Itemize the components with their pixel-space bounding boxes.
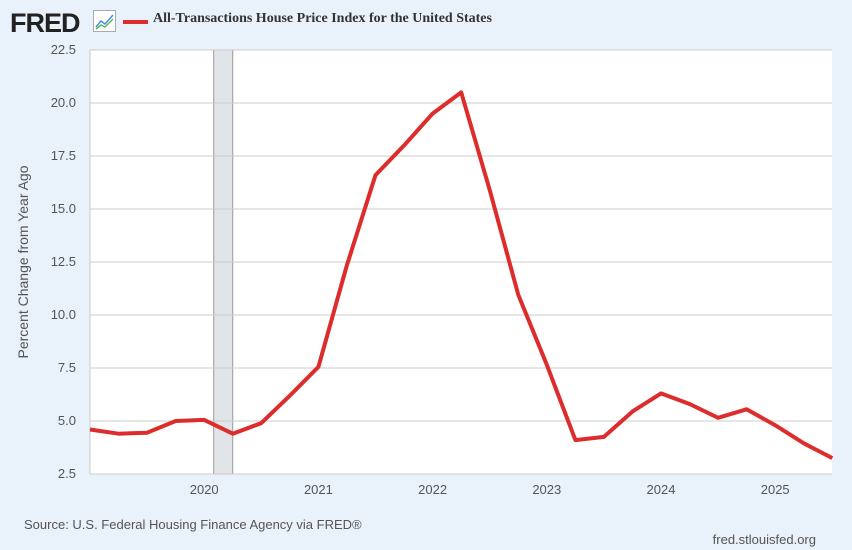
y-tick-label: 17.5 [51, 148, 76, 163]
fred-logo[interactable]: FRED [10, 8, 80, 38]
y-tick-label: 22.5 [51, 42, 76, 57]
x-tick-label: 2021 [304, 482, 333, 497]
x-tick-label: 2020 [190, 482, 219, 497]
y-tick-label: 10.0 [51, 307, 76, 322]
y-tick-label: 2.5 [58, 466, 76, 481]
chart-line-icon[interactable] [93, 10, 116, 32]
y-tick-label: 12.5 [51, 254, 76, 269]
source-note: Source: U.S. Federal Housing Finance Age… [24, 517, 362, 532]
x-tick-label: 2022 [418, 482, 447, 497]
x-tick-label: 2024 [647, 482, 676, 497]
x-tick-label: 2023 [532, 482, 561, 497]
fred-url[interactable]: fred.stlouisfed.org [712, 532, 816, 547]
legend-swatch [123, 20, 148, 24]
y-tick-label: 20.0 [51, 95, 76, 110]
chart-title: All-Transactions House Price Index for t… [153, 11, 492, 26]
y-tick-label: 15.0 [51, 201, 76, 216]
y-tick-label: 7.5 [58, 360, 76, 375]
x-tick-label: 2025 [761, 482, 790, 497]
y-tick-label: 5.0 [58, 413, 76, 428]
